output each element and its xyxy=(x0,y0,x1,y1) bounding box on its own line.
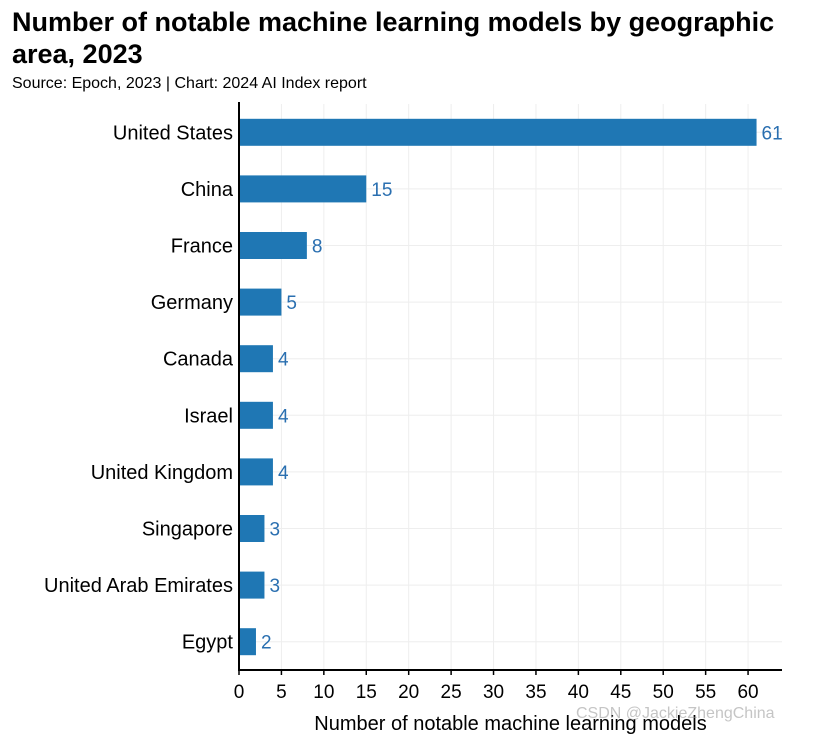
x-tick-label: 5 xyxy=(276,682,287,703)
x-tick-label: 20 xyxy=(398,682,419,703)
x-tick-label: 45 xyxy=(610,682,631,703)
data-label: 3 xyxy=(269,576,280,597)
chart-title: Number of notable machine learning model… xyxy=(12,7,775,69)
data-label: 61 xyxy=(762,123,783,144)
category-label: United States xyxy=(113,122,233,144)
category-label: Singapore xyxy=(142,519,233,541)
x-tick-label: 10 xyxy=(313,682,334,703)
chart-subtitle: Source: Epoch, 2023 | Chart: 2024 AI Ind… xyxy=(12,75,367,92)
x-tick-label: 25 xyxy=(441,682,462,703)
x-tick-label: 30 xyxy=(483,682,504,703)
category-label: United Kingdom xyxy=(91,462,233,484)
data-label: 4 xyxy=(278,406,289,427)
bar xyxy=(239,401,273,429)
data-label: 15 xyxy=(371,180,392,201)
bar xyxy=(239,175,367,203)
bar xyxy=(239,628,256,656)
x-tick-label: 0 xyxy=(234,682,245,703)
data-label: 3 xyxy=(269,520,280,541)
x-tick-label: 55 xyxy=(695,682,716,703)
bar xyxy=(239,288,282,316)
x-tick-label: 50 xyxy=(653,682,674,703)
category-label: United Arab Emirates xyxy=(44,575,233,597)
bar xyxy=(239,458,273,486)
bar xyxy=(239,232,307,259)
category-label: Canada xyxy=(163,349,234,371)
data-label: 4 xyxy=(278,463,289,484)
category-label: China xyxy=(181,179,234,201)
bar xyxy=(239,515,265,542)
x-tick-label: 35 xyxy=(525,682,546,703)
bar xyxy=(239,571,265,599)
category-label: Germany xyxy=(151,292,233,314)
bar xyxy=(239,345,273,373)
x-tick-label: 60 xyxy=(737,682,758,703)
watermark: CSDN @JackieZhengChina xyxy=(576,705,775,722)
category-label: Israel xyxy=(184,405,233,427)
category-label: Egypt xyxy=(182,632,234,654)
data-label: 4 xyxy=(278,350,289,371)
x-tick-label: 40 xyxy=(568,682,589,703)
bar xyxy=(239,118,757,146)
data-label: 5 xyxy=(286,293,297,314)
data-label: 8 xyxy=(312,237,323,258)
category-label: France xyxy=(171,236,233,258)
data-label: 2 xyxy=(261,633,272,654)
x-tick-label: 15 xyxy=(356,682,377,703)
x-axis-title: Number of notable machine learning model… xyxy=(314,713,706,735)
